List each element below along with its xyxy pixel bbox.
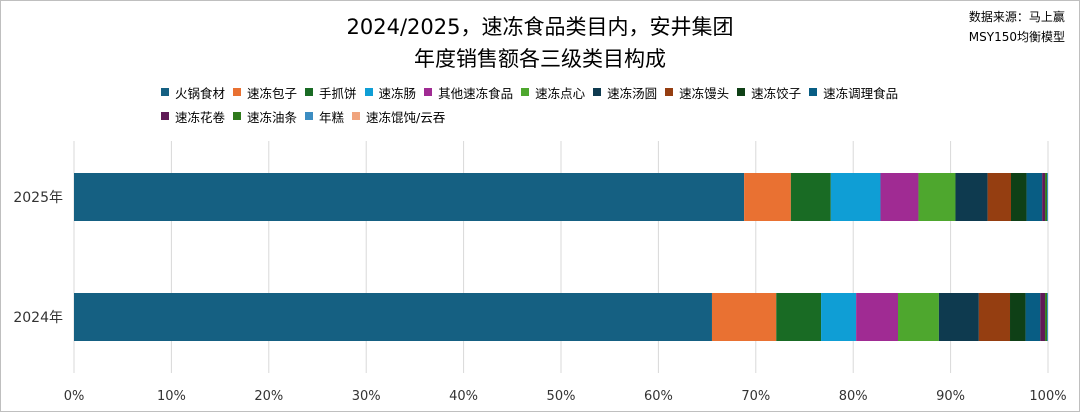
bar-segment [1040, 293, 1046, 341]
bar-segment [987, 173, 1011, 221]
bar-segment [856, 293, 899, 341]
bar-segment [830, 173, 881, 221]
bar-segment [821, 293, 857, 341]
legend-label: 其他速冻食品 [438, 85, 514, 101]
legend-label: 速冻油条 [247, 109, 298, 125]
bar-segment [790, 173, 831, 221]
x-tick-label: 10% [157, 389, 186, 404]
x-tick-label: 90% [936, 389, 965, 404]
legend-label: 速冻馒头 [679, 85, 730, 101]
legend-item: 速冻肠 [364, 83, 417, 101]
bar-segment [898, 293, 939, 341]
legend-item: 速冻包子 [233, 83, 297, 101]
bar-segment [74, 293, 712, 341]
legend-swatch [593, 88, 602, 96]
bar-segment [711, 293, 777, 341]
legend-item: 速冻汤圆 [593, 83, 657, 101]
bar-segment [1025, 293, 1041, 341]
legend-item: 年糕 [305, 107, 344, 125]
bar-segment [74, 173, 745, 221]
legend-item: 速冻调理食品 [809, 83, 898, 101]
x-tick-label: 60% [644, 389, 673, 404]
legend-swatch [521, 88, 530, 96]
legend-item: 速冻油条 [233, 107, 297, 125]
bar-segment [744, 173, 791, 221]
source-line1: 数据来源：马上赢 [968, 10, 1065, 24]
legend-label: 火锅食材 [175, 85, 226, 101]
bar-segment [1047, 293, 1048, 341]
bar-segment [1026, 173, 1043, 221]
bar-segment [1047, 173, 1048, 221]
bar-segment [955, 173, 988, 221]
x-tick-label: 80% [839, 389, 868, 404]
legend: 火锅食材 速冻包子 手抓饼 速冻肠 其他速冻食品 速冻点心 速冻汤圆 速冻馒头 速冻饺子 速冻调理… [161, 83, 961, 131]
legend-swatch [424, 88, 433, 96]
x-tick-label: 0% [64, 389, 85, 404]
bar-segment [776, 293, 822, 341]
legend-label: 速冻调理食品 [823, 85, 899, 101]
source-note: 数据来源：马上赢 MSY150均衡模型 [969, 7, 1065, 47]
legend-swatch [233, 88, 242, 96]
legend-label: 速冻馄饨/云吞 [366, 109, 446, 125]
x-tick-label: 100% [1029, 389, 1066, 404]
legend-item: 速冻饺子 [737, 83, 801, 101]
legend-swatch [161, 112, 169, 120]
bar-segment [918, 173, 956, 221]
bar-segment [1045, 293, 1048, 341]
legend-label: 速冻包子 [247, 85, 298, 101]
legend-swatch [305, 88, 314, 96]
x-tick-label: 50% [547, 389, 576, 404]
legend-label: 速冻花卷 [175, 109, 226, 125]
legend-item: 其他速冻食品 [424, 83, 513, 101]
x-tick-label: 30% [352, 389, 381, 404]
x-tick-label: 20% [254, 389, 283, 404]
legend-swatch [305, 112, 314, 120]
bar-segment [1042, 173, 1046, 221]
legend-swatch [233, 112, 242, 120]
legend-swatch [352, 112, 361, 120]
legend-label: 速冻肠 [378, 85, 417, 101]
legend-item: 火锅食材 [161, 83, 225, 101]
legend-item: 速冻馄饨/云吞 [352, 107, 445, 125]
legend-item: 手抓饼 [305, 83, 357, 101]
bar-segment [1045, 173, 1048, 221]
y-category-label: 2024年 [13, 310, 63, 326]
bar-segment [938, 293, 979, 341]
y-category-label: 2025年 [13, 190, 63, 206]
legend-swatch [665, 88, 674, 96]
chart-title-line2: 年度销售额各三级类目构成 [414, 47, 666, 71]
legend-item: 速冻馒头 [665, 83, 729, 101]
x-tick-label: 70% [741, 389, 770, 404]
bar-segment [880, 173, 919, 221]
legend-label: 速冻饺子 [751, 85, 802, 101]
legend-swatch [737, 88, 746, 96]
legend-swatch [364, 88, 373, 96]
x-tick-label: 40% [449, 389, 478, 404]
legend-item: 速冻点心 [521, 83, 585, 101]
legend-label: 速冻点心 [535, 85, 586, 101]
legend-item: 速冻花卷 [161, 107, 225, 125]
legend-label: 年糕 [319, 109, 345, 125]
source-line2: MSY150均衡模型 [968, 30, 1065, 44]
legend-label: 手抓饼 [319, 85, 357, 101]
bar-segment [1010, 173, 1027, 221]
bar-segment [978, 293, 1011, 341]
legend-swatch [161, 88, 169, 96]
bar-segment [1010, 293, 1026, 341]
legend-label: 速冻汤圆 [607, 85, 658, 101]
legend-swatch [809, 88, 818, 96]
chart-title-line1: 2024/2025，速冻食品类目内，安井集团 [346, 15, 734, 39]
